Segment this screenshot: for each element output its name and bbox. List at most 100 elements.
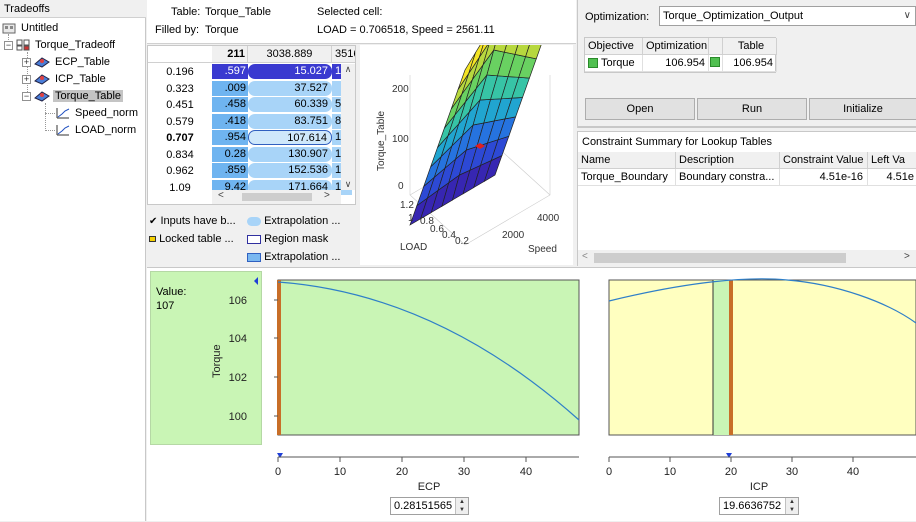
tree-tradeoff-label: Torque_Tradeoff [35,39,116,51]
expand-icon[interactable]: + [22,56,31,67]
table-cell[interactable]: 83.751 [248,113,332,129]
tree-item-ecp[interactable]: + ECP_Table [22,54,112,70]
y-tick: 2000 [502,230,525,241]
grid-hscrollbar[interactable]: < > [212,190,341,204]
table-cell[interactable]: 37.527 [248,80,332,96]
optimization-value: 106.954 [643,55,709,72]
spin-down-icon[interactable]: ▼ [459,507,465,513]
optimization-panel: Optimization: Torque_Optimization_Output… [577,0,916,128]
scroll-down-icon[interactable]: ∨ [344,179,352,189]
surface-plot[interactable]: 200 100 0 1.2 1 0.8 0.6 0.4 0.2 4000 200… [360,0,573,265]
normalizer-icon [56,108,70,119]
left-value-header[interactable]: Left Va [868,152,916,169]
tradeoff-svg[interactable]: 106 104 102 100 Torque 0 10 20 30 40 0 1… [147,268,916,522]
tree-item-icp[interactable]: + ICP_Table [22,71,108,87]
open-button[interactable]: Open [585,98,695,120]
icp-curve [608,278,916,324]
scroll-left-icon[interactable]: < [582,251,588,262]
table-cell[interactable]: .597 [212,64,248,79]
grid-vscrollbar[interactable]: ∧ ∨ [341,64,355,190]
ecp-curve [277,281,580,421]
table-cell[interactable]: .009 [212,80,248,96]
value-pointer-icon[interactable] [254,277,258,285]
constraint-name[interactable]: Torque_Boundary [578,169,676,186]
z-tick: 200 [392,84,409,95]
col-header[interactable]: 3516 [332,46,355,63]
x-axis-label: LOAD [400,242,427,253]
legend-locked: Locked table ... [149,231,234,247]
y-tick: 104 [229,333,247,345]
optimization-select[interactable]: Torque_Optimization_Output ∨ [659,6,916,26]
table-cell[interactable]: 15.027 [248,64,332,79]
row-header[interactable]: 0.579 [148,113,212,130]
tree-item-label: ICP_Table [55,73,106,85]
table-cell[interactable]: 107.614 [248,130,332,145]
icp-plot-area[interactable] [608,279,916,436]
spin-down-icon[interactable]: ▼ [789,507,795,513]
lookup-table-grid[interactable]: 211 3038.889 3516 0.196.59715.02710.323.… [147,45,356,205]
table-cell[interactable]: .859 [212,163,248,178]
scroll-thumb[interactable] [242,193,312,201]
expand-icon[interactable]: + [22,73,31,84]
constraint-hscrollbar[interactable]: < > [578,250,916,266]
table-cell[interactable]: 60.339 [248,97,332,112]
tree-tradeoff[interactable]: − Torque_Tradeoff [4,37,117,53]
ecp-input[interactable]: 0.28151565 ▲ ▼ [390,497,469,515]
table-cell[interactable]: 130.907 [248,146,332,162]
initialize-button[interactable]: Initialize [809,98,916,120]
row-header[interactable]: 0.834 [148,146,212,163]
lock-icon [149,236,156,243]
scroll-right-icon[interactable]: > [324,190,330,201]
description-header[interactable]: Description [676,152,780,169]
extrapolation-mask-swatch-icon [247,252,261,262]
name-header[interactable]: Name [578,152,676,169]
ecp-slider-icon[interactable] [277,453,283,458]
row-header[interactable]: 0.962 [148,163,212,179]
constraint-value[interactable]: 4.51e-16 [780,169,868,186]
col-header[interactable]: 211 [212,46,248,63]
table-header: Table [723,38,777,55]
table-label: Table: [171,6,201,18]
icp-input[interactable]: 19.6636752 ▲ ▼ [719,497,799,515]
table-cell[interactable]: 152.536 [248,163,332,178]
col-header[interactable]: 3038.889 [248,46,332,63]
objective-table[interactable]: Objective Optimization Table Torque 106.… [584,37,777,73]
tree-root[interactable]: Untitled [2,20,60,36]
row-header[interactable]: 0.451 [148,97,212,113]
collapse-icon[interactable]: − [4,39,13,50]
table-cell[interactable]: 0.28 [212,146,248,162]
x-tick: 20 [396,466,408,478]
icp-valid-band [713,280,731,435]
constraint-value-header[interactable]: Constraint Value [780,152,868,169]
x-tick: 10 [664,466,676,478]
tradeoff-tree-panel: Tradeoffs Untitled − Torque_Tradeoff + ECP… [0,0,146,521]
table-value: Torque_Table [205,6,272,18]
table-cell[interactable]: .954 [212,130,248,145]
scroll-up-icon[interactable]: ∧ [344,64,352,74]
row-header[interactable]: 1.09 [148,179,212,196]
ecp-plot-area[interactable] [277,279,580,436]
row-header[interactable]: 0.323 [148,80,212,97]
constraint-left-value[interactable]: 4.51e [868,169,916,186]
collapse-icon[interactable]: − [22,90,31,101]
icp-slider-icon[interactable] [726,453,732,458]
row-header[interactable]: 0.707 [148,130,212,146]
tree-child-load[interactable]: LOAD_norm [56,122,138,138]
divider [578,126,916,128]
row-header[interactable]: 0.196 [148,64,212,80]
tree-item-torque[interactable]: − Torque_Table [22,88,124,104]
tree-child-speed[interactable]: Speed_norm [56,105,140,121]
constraint-description[interactable]: Boundary constra... [676,169,780,186]
scroll-thumb[interactable] [594,253,846,263]
y-tick: 100 [229,411,247,423]
pass-icon [710,57,720,67]
legend-extrapolation-mask: Extrapolation ... [247,249,341,265]
run-button[interactable]: Run [697,98,807,120]
spin-up-icon[interactable]: ▲ [789,499,795,505]
table-cell[interactable]: .418 [212,113,248,129]
scroll-left-icon[interactable]: < [218,190,224,201]
spacer-header [709,38,723,55]
spin-up-icon[interactable]: ▲ [459,499,465,505]
scroll-right-icon[interactable]: > [904,251,910,262]
table-cell[interactable]: .458 [212,97,248,112]
